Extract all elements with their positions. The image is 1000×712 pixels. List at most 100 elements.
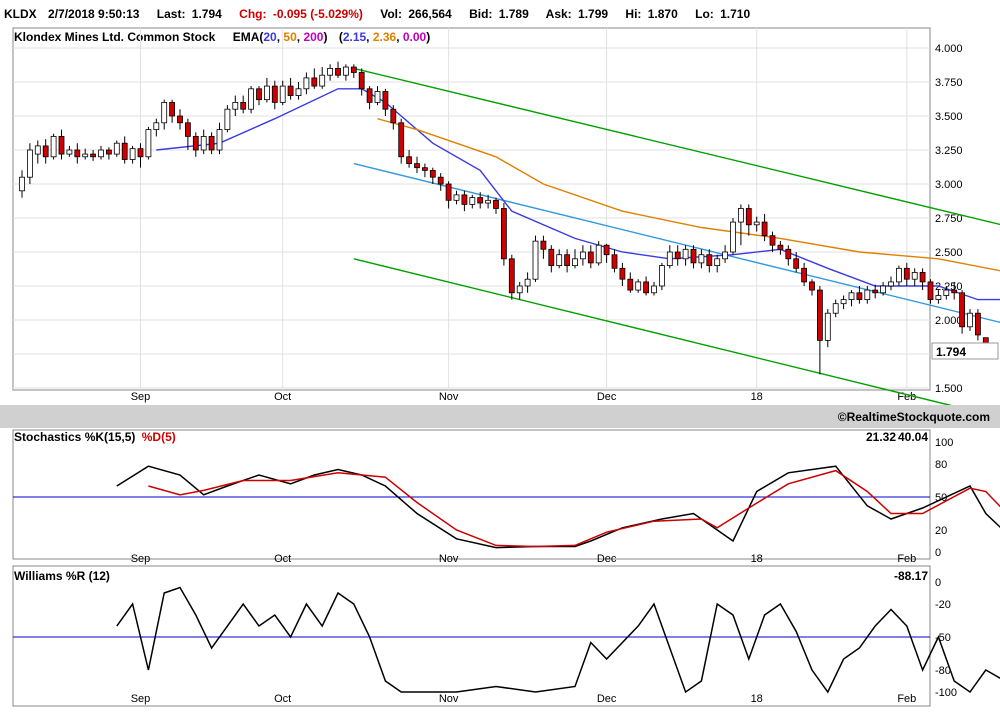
candle-body <box>327 68 334 76</box>
candle <box>232 95 239 116</box>
candle-body <box>595 244 602 264</box>
channel-upper <box>353 67 1000 226</box>
channel-lower <box>353 258 1000 419</box>
candle-body <box>666 251 673 267</box>
candle <box>248 86 255 114</box>
candle-body <box>564 254 570 267</box>
candle <box>98 145 104 160</box>
candle <box>106 147 112 160</box>
candle <box>335 61 341 78</box>
stoch-x-tick: Feb <box>897 553 916 565</box>
candle <box>564 249 570 273</box>
candle <box>153 118 160 137</box>
quote-lo: 1.710 <box>720 7 750 21</box>
candle <box>34 140 41 164</box>
stoch-y-tick: 80 <box>935 459 947 471</box>
candle <box>177 109 183 130</box>
candle <box>374 86 381 106</box>
candle-body <box>888 281 894 287</box>
candle <box>500 203 507 266</box>
candle <box>216 122 223 155</box>
candle <box>74 143 81 164</box>
candle <box>113 140 120 157</box>
stoch-series-line-1 <box>148 469 1000 548</box>
candle-body <box>817 289 823 341</box>
candle <box>556 249 563 269</box>
williams-value: -88.17 <box>894 569 928 583</box>
candle <box>856 286 863 304</box>
candle <box>880 281 886 296</box>
stoch-y-tick: 20 <box>935 525 947 537</box>
candle-body <box>500 208 507 260</box>
candle <box>437 173 444 191</box>
candle <box>524 272 531 293</box>
candle-body <box>256 88 262 101</box>
candle-body <box>437 176 444 185</box>
candle <box>358 68 365 96</box>
williams-x-tick: Feb <box>897 693 916 705</box>
candle-body <box>951 289 958 294</box>
candle-body <box>208 135 215 151</box>
candle <box>832 299 839 318</box>
candle-body <box>674 251 681 260</box>
candle <box>730 218 736 255</box>
candle <box>58 129 65 160</box>
candle-body <box>943 289 950 296</box>
candle <box>903 262 910 286</box>
candle-body <box>690 248 697 264</box>
candle-body <box>382 91 389 110</box>
candle <box>540 235 547 259</box>
price-x-tick: 18 <box>751 391 763 403</box>
candle-body <box>919 271 926 283</box>
williams-x-tick: Oct <box>274 693 291 705</box>
candle-body <box>967 312 973 328</box>
candle <box>666 245 673 269</box>
candle-body <box>801 267 807 283</box>
williams-plot-area <box>12 565 931 707</box>
candle-body <box>761 221 768 237</box>
candle <box>169 99 176 123</box>
candle-body <box>279 85 286 103</box>
candle-body <box>137 148 144 158</box>
candle <box>635 279 642 293</box>
candle-body <box>106 149 112 155</box>
candle <box>643 276 649 296</box>
candle-body <box>19 176 25 192</box>
candle <box>627 272 634 293</box>
ema200-param: 200 <box>303 30 323 44</box>
candle-body <box>224 108 231 130</box>
candle-body <box>26 149 33 178</box>
candle <box>888 276 894 291</box>
candle <box>508 254 515 300</box>
candle-body <box>896 267 902 283</box>
candle-body <box>335 68 341 76</box>
candle <box>263 77 270 103</box>
candle <box>611 249 618 273</box>
candle <box>809 279 815 296</box>
candle <box>453 190 460 205</box>
price-y-tick: 3.500 <box>935 111 963 123</box>
candle <box>967 309 973 331</box>
candle <box>516 281 523 300</box>
williams-x-tick: Dec <box>597 693 617 705</box>
candle-body <box>42 145 49 158</box>
price-y-tick: 1.500 <box>935 383 963 395</box>
candle-body <box>651 285 657 294</box>
candle-body <box>145 129 152 158</box>
stoch-series-line-0 <box>116 465 1000 549</box>
candle-body <box>461 194 468 205</box>
price-x-tick: Oct <box>274 391 291 403</box>
candle <box>485 194 492 209</box>
candle-body <box>730 221 736 253</box>
candle <box>651 281 657 296</box>
candle-body <box>248 88 255 110</box>
candle <box>785 245 792 266</box>
candle <box>461 190 468 212</box>
candle <box>738 204 744 246</box>
price-y-tick: 2.500 <box>935 247 963 259</box>
candle-body <box>319 74 326 87</box>
price-x-tick: Nov <box>439 391 459 403</box>
